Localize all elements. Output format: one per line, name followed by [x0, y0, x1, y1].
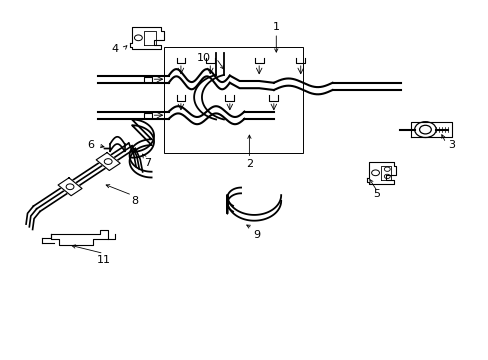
Text: 9: 9 — [253, 230, 260, 240]
Text: 11: 11 — [97, 255, 110, 265]
Text: 7: 7 — [144, 158, 151, 168]
Bar — [163, 47, 303, 153]
Text: 3: 3 — [447, 140, 454, 150]
Polygon shape — [96, 153, 120, 171]
Text: 4: 4 — [111, 44, 118, 54]
Polygon shape — [58, 178, 82, 196]
Text: 10: 10 — [197, 53, 211, 63]
Text: 8: 8 — [131, 196, 138, 206]
Text: 1: 1 — [272, 22, 279, 32]
Text: 6: 6 — [87, 140, 94, 150]
Text: 5: 5 — [373, 189, 380, 199]
Text: 2: 2 — [245, 159, 252, 169]
